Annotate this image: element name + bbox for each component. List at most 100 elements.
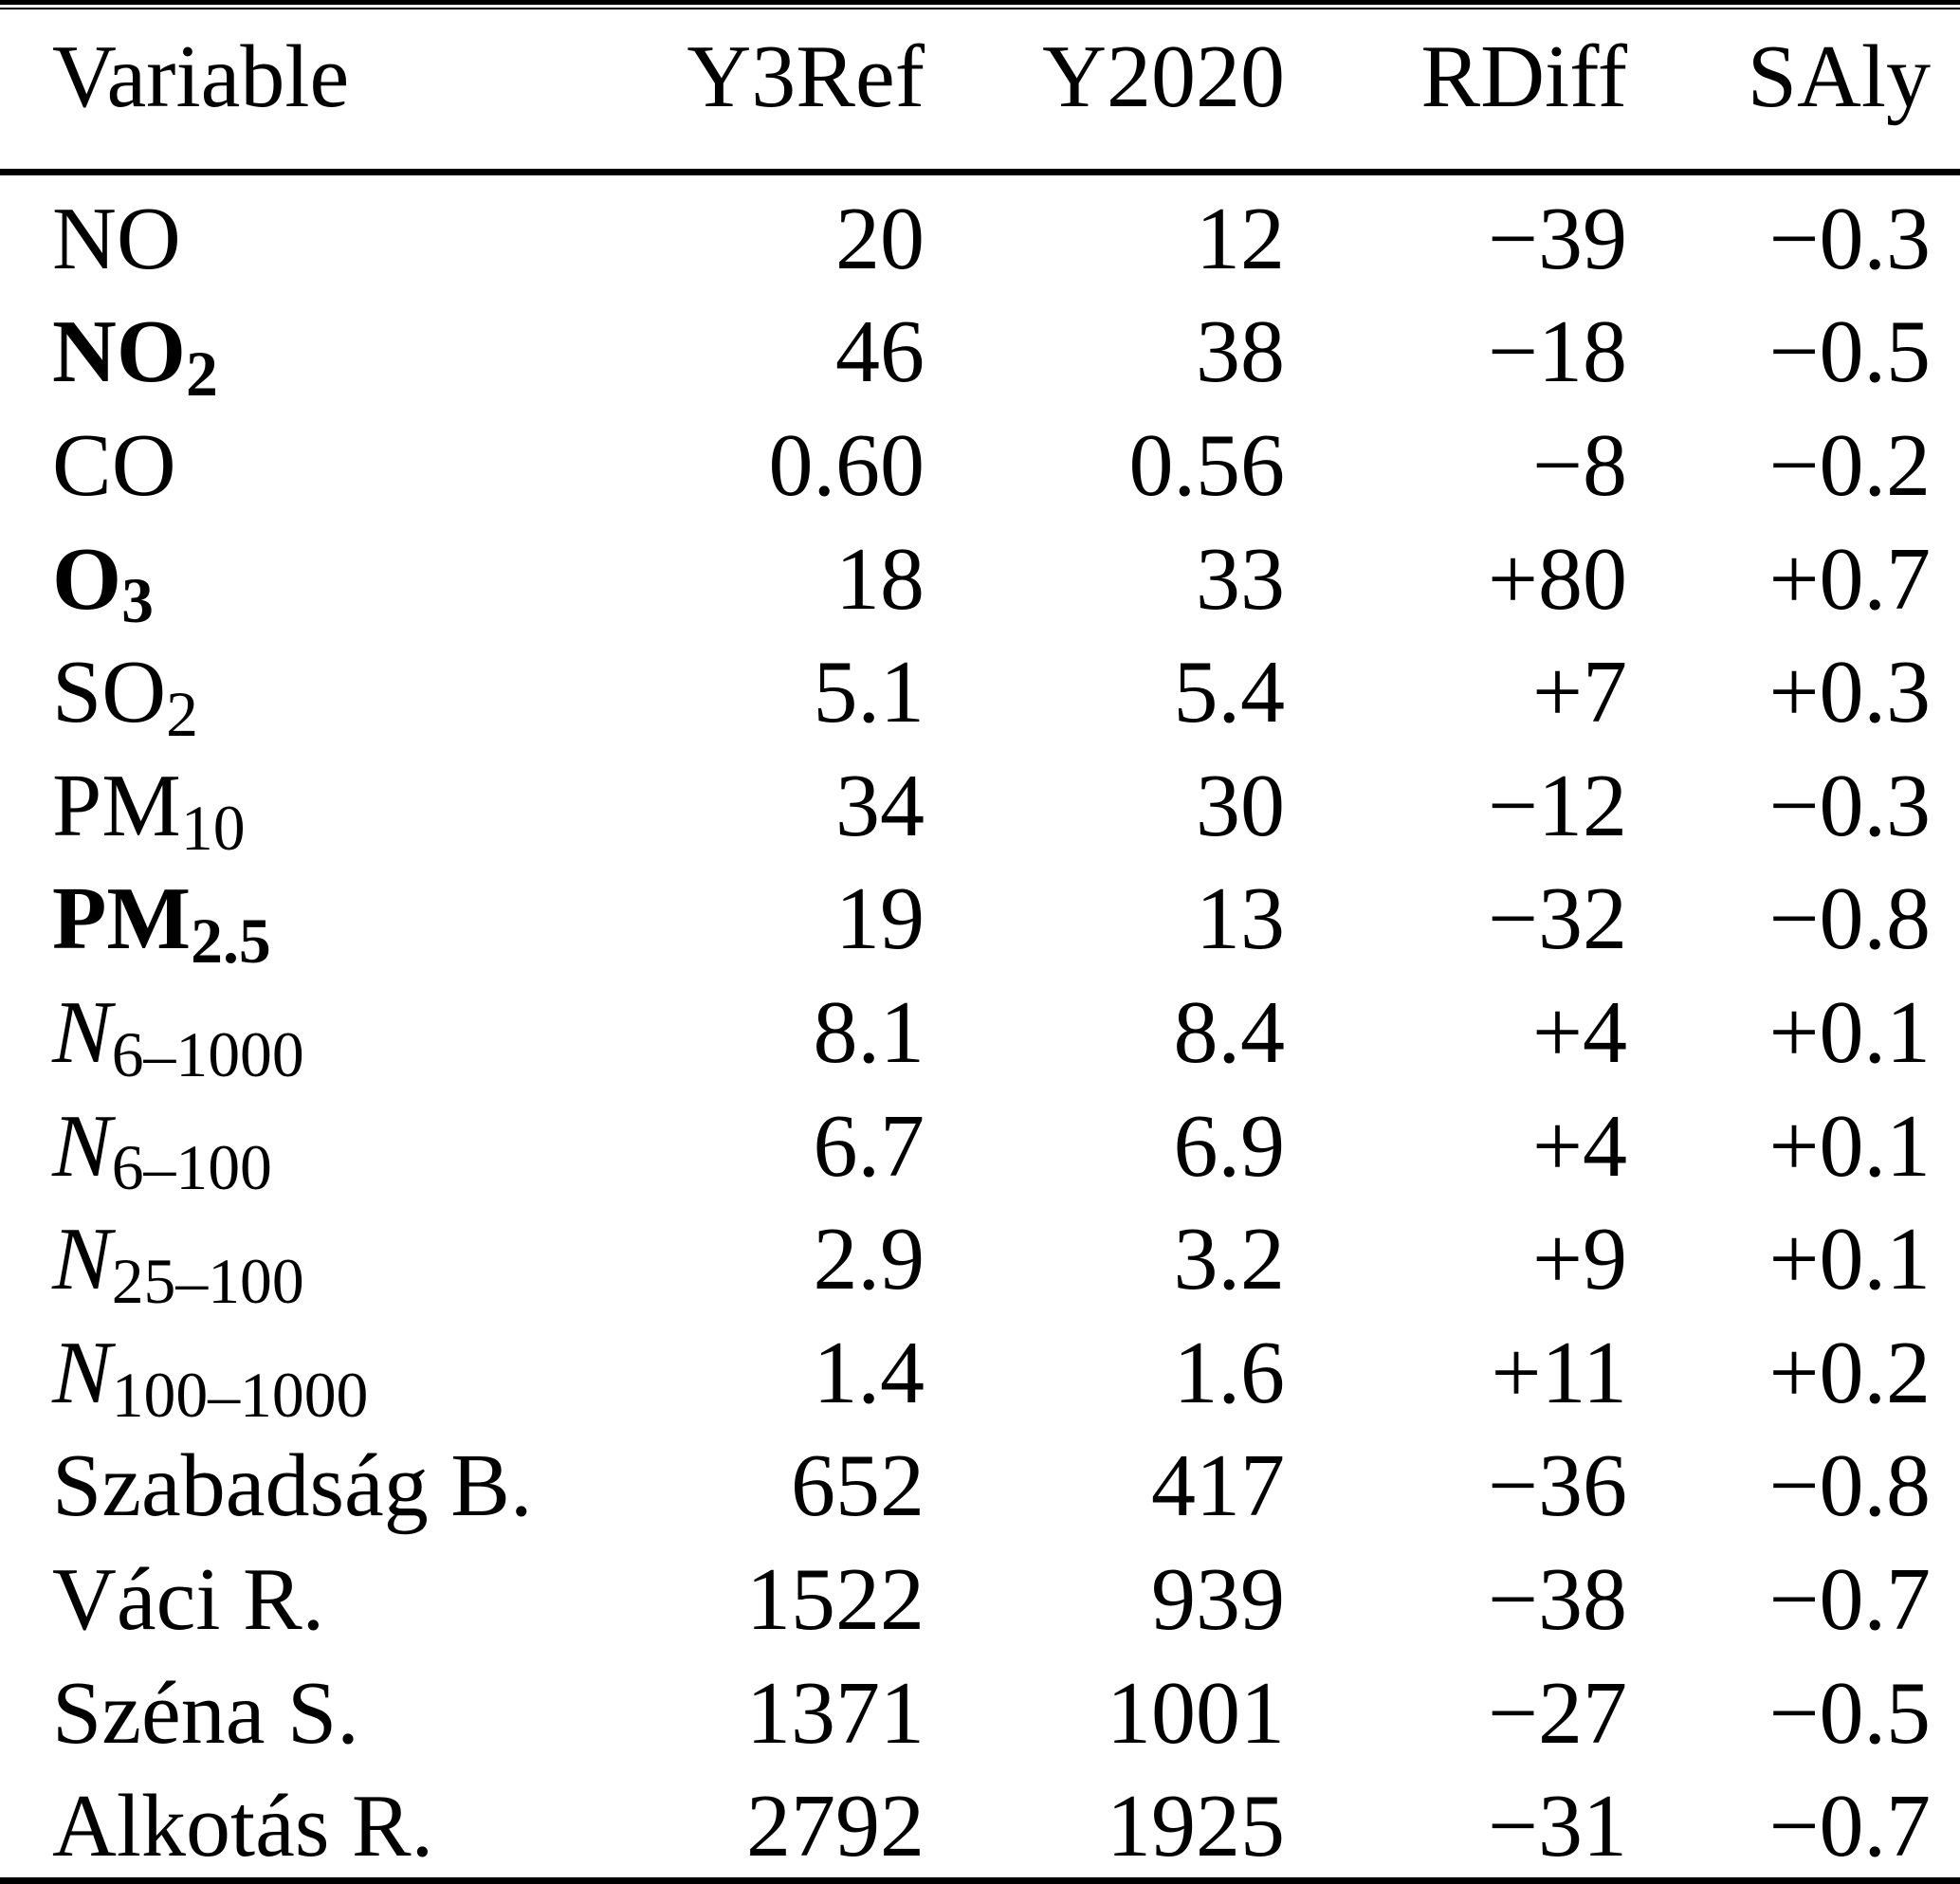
y2020-cell: 939 [1151,1549,1285,1649]
variable-base: O [52,529,122,629]
saly-cell: +0.1 [1768,1210,1931,1309]
rdiff-cell: +11 [1491,1323,1627,1422]
variable-base: Széna S. [52,1663,359,1763]
rdiff-cell: +7 [1531,643,1627,742]
header-y3ref: Y3Ref [607,9,925,175]
table-row: Szabadság B. 652 417 −36 −0.8 [0,1423,1960,1537]
y3ref-cell: 1522 [746,1549,925,1649]
table-row: PM10 34 30 −12 −0.3 [0,742,1960,860]
saly-cell: −0.8 [1768,869,1931,969]
rdiff-cell: +4 [1531,982,1627,1082]
saly-cell: +0.1 [1768,982,1931,1082]
top-rule-thick [0,0,1960,5]
variable-cell: CO [0,402,607,516]
variable-cell: PM10 [0,742,607,860]
y2020-cell: 13 [1196,869,1285,969]
table-row: NO2 46 38 −18 −0.5 [0,289,1960,406]
rdiff-cell: +80 [1487,529,1627,629]
rdiff-cell: −32 [1487,869,1627,969]
variable-cell: Váci R. [0,1536,607,1650]
variable-base: Alkotás R. [52,1777,434,1876]
rdiff-cell: −27 [1487,1663,1627,1763]
variable-subscript: 100–1000 [111,1359,369,1431]
table-row: N100–1000 1.4 1.6 +11 +0.2 [0,1309,1960,1427]
variable-cell: SO2 [0,629,607,746]
variable-base: NO [52,302,186,402]
variable-base: CO [52,415,176,515]
variable-base: PM [52,756,181,855]
y2020-cell: 8.4 [1173,982,1286,1082]
y2020-cell: 0.56 [1128,415,1286,515]
rdiff-cell: −39 [1487,189,1627,288]
saly-cell: −0.3 [1768,756,1931,855]
variable-cell: N100–1000 [0,1309,607,1427]
y2020-cell: 1925 [1107,1777,1285,1876]
y3ref-cell: 1371 [746,1663,925,1763]
rdiff-cell: +9 [1531,1210,1627,1309]
saly-cell: +0.1 [1768,1096,1931,1196]
y2020-cell: 1.6 [1173,1323,1286,1422]
bottom-rule [0,1877,1960,1884]
y3ref-cell: 6.7 [813,1096,925,1196]
variable-base: N [52,1323,112,1422]
header-y2020: Y2020 [925,9,1285,175]
y2020-cell: 1001 [1107,1663,1285,1763]
variable-base: Váci R. [52,1549,325,1649]
rdiff-cell: −36 [1487,1436,1627,1536]
y2020-cell: 6.9 [1173,1096,1286,1196]
data-table: Variable Y3Ref Y2020 RDiff SAly NO 20 12… [0,9,1960,1876]
y3ref-cell: 1.4 [813,1323,925,1422]
saly-cell: +0.7 [1768,529,1931,629]
y3ref-cell: 652 [791,1436,925,1536]
header-saly: SAly [1627,9,1960,175]
saly-cell: +0.3 [1768,643,1931,742]
table-body: NO 20 12 −39 −0.3 NO2 46 38 −18 −0.5 CO … [0,173,1960,1876]
variable-base: Szabadság B. [52,1436,533,1536]
variable-subscript: 6–100 [111,1132,272,1204]
variable-cell: N6–1000 [0,969,607,1087]
variable-cell: Alkotás R. [0,1763,607,1876]
y2020-cell: 33 [1196,529,1285,629]
saly-cell: −0.5 [1768,302,1931,402]
y3ref-cell: 19 [835,869,925,969]
variable-base: N [52,1210,112,1309]
saly-cell: −0.7 [1768,1549,1931,1649]
y3ref-cell: 2792 [746,1777,925,1876]
variable-subscript: 2.5 [191,905,271,978]
y3ref-cell: 18 [835,529,925,629]
variable-base: SO [52,643,167,742]
variable-base: PM [52,869,192,969]
y3ref-cell: 0.60 [768,415,925,515]
variable-cell: NO [0,173,607,289]
table-row: SO2 5.1 5.4 +7 +0.3 [0,629,1960,746]
variable-subscript: 25–100 [111,1246,304,1318]
variable-base: N [52,982,112,1082]
variable-subscript: 2 [186,338,218,411]
variable-cell: Széna S. [0,1650,607,1764]
variable-cell: NO2 [0,289,607,406]
header-rdiff: RDiff [1285,9,1627,175]
table-row: CO 0.60 0.56 −8 −0.2 [0,402,1960,516]
variable-cell: O3 [0,516,607,633]
rdiff-cell: −38 [1487,1549,1627,1649]
table-row: N6–1000 8.1 8.4 +4 +0.1 [0,969,1960,1087]
saly-cell: −0.7 [1768,1777,1931,1876]
variable-subscript: 6–1000 [111,1018,304,1090]
y3ref-cell: 34 [835,756,925,855]
variable-base: N [52,1096,112,1196]
y3ref-cell: 5.1 [813,643,925,742]
variable-subscript: 2 [166,679,199,751]
table-row: Váci R. 1522 939 −38 −0.7 [0,1536,1960,1650]
table-row: Széna S. 1371 1001 −27 −0.5 [0,1650,1960,1764]
y2020-cell: 417 [1151,1436,1285,1536]
variable-cell: Szabadság B. [0,1423,607,1537]
header-variable: Variable [0,9,607,175]
table-row: O3 18 33 +80 +0.7 [0,516,1960,633]
y2020-cell: 38 [1196,302,1285,402]
variable-subscript: 10 [180,792,246,864]
y3ref-cell: 8.1 [813,982,925,1082]
saly-cell: −0.5 [1768,1663,1931,1763]
table-header: Variable Y3Ref Y2020 RDiff SAly [0,9,1960,175]
saly-cell: −0.8 [1768,1436,1931,1536]
